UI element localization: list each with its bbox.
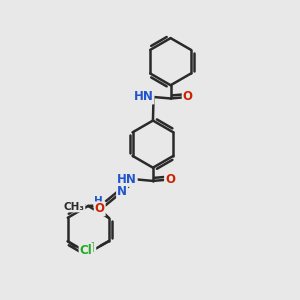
Text: CH₃: CH₃ <box>63 202 84 212</box>
Text: O: O <box>165 173 175 186</box>
Text: Cl: Cl <box>82 242 95 255</box>
Text: O: O <box>95 202 105 215</box>
Text: O: O <box>183 91 193 103</box>
Text: HN: HN <box>117 173 137 186</box>
Text: N: N <box>117 185 127 198</box>
Text: Cl: Cl <box>80 244 92 256</box>
Text: H: H <box>94 196 103 206</box>
Text: HN: HN <box>134 91 154 103</box>
